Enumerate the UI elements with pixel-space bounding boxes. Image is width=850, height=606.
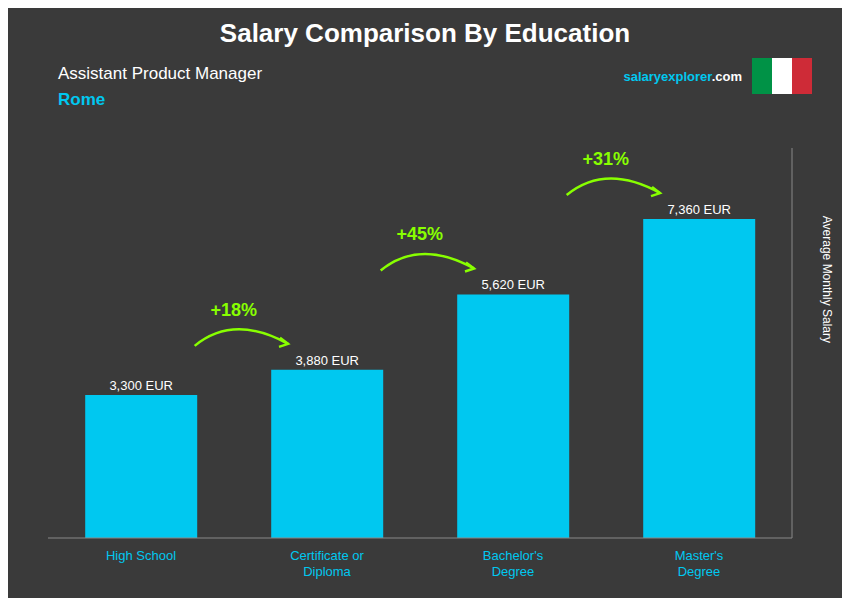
html-text:Salary Comparison By Education: Salary Comparison By Education	[219, 18, 631, 48]
svg-text:3,300 EUR: 3,300 EUR	[109, 378, 173, 393]
svg-text:Certificate orDiploma: Certificate orDiploma	[290, 548, 364, 579]
svg-text:+45%: +45%	[397, 224, 444, 244]
html-text:salary explorer.com: salary explorer.com	[623, 68, 742, 84]
svg-text:Average Monthly Salary: Average Monthly Salary	[820, 216, 834, 343]
html-text:Assistant Product Manager: Assistant Product Manager	[58, 64, 263, 83]
svg-text:High School: High School	[106, 548, 176, 563]
html-text:Rome: Rome	[58, 90, 106, 109]
svg-text:5,620 EUR: 5,620 EUR	[481, 277, 545, 292]
svg-text:Master'sDegree: Master'sDegree	[675, 548, 724, 579]
svg-text:3,880 EUR: 3,880 EUR	[295, 353, 359, 368]
svg-text:+18%: +18%	[211, 300, 258, 320]
svg-text:Bachelor'sDegree: Bachelor'sDegree	[483, 548, 544, 579]
svg-text:7,360 EUR: 7,360 EUR	[667, 202, 731, 217]
svg-text:+31%: +31%	[583, 149, 630, 169]
